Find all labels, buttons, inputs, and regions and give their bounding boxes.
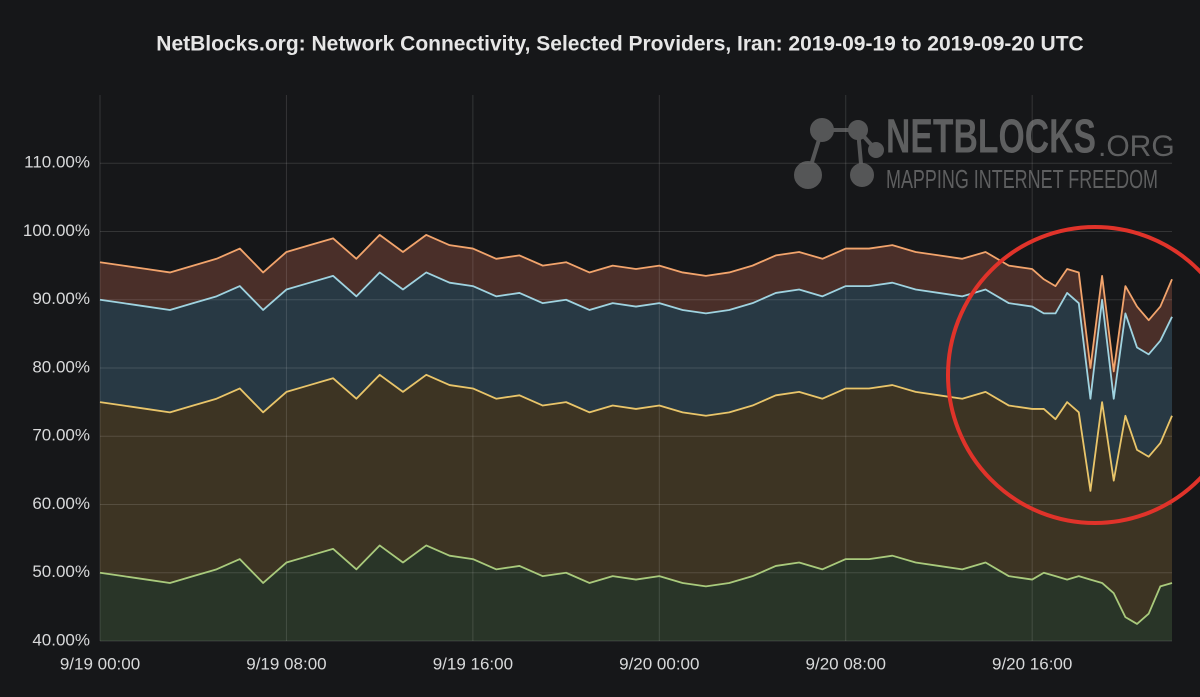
y-tick-label: 110.00% xyxy=(24,153,90,172)
y-tick-label: 50.00% xyxy=(32,562,90,581)
y-tick-label: 90.00% xyxy=(32,289,90,308)
line xyxy=(99,373,1173,492)
area xyxy=(100,545,1172,641)
x-tick-label: 9/20 16:00 xyxy=(992,654,1072,673)
watermark: NETBLOCKS .ORG MAPPING INTERNET FREEDOM xyxy=(794,111,1175,194)
x-tick-label: 9/20 08:00 xyxy=(806,654,886,673)
y-tick-label: 70.00% xyxy=(32,426,90,445)
watermark-tagline: MAPPING INTERNET FREEDOM xyxy=(886,164,1158,194)
x-tick-label: 9/19 00:00 xyxy=(60,654,140,673)
highlight-circle xyxy=(946,225,1200,525)
line xyxy=(99,234,1173,373)
x-tick-label: 9/19 16:00 xyxy=(433,654,513,673)
watermark-brand: NETBLOCKS xyxy=(886,111,1096,164)
x-tick-label: 9/19 08:00 xyxy=(246,654,326,673)
x-tick-label: 9/20 00:00 xyxy=(619,654,699,673)
y-tick-label: 80.00% xyxy=(32,357,90,376)
line xyxy=(99,544,1173,625)
watermark-logo xyxy=(794,118,884,189)
line xyxy=(99,271,1173,400)
y-tick-label: 40.00% xyxy=(32,630,90,649)
watermark-suffix: .ORG xyxy=(1098,130,1175,163)
chart-title: NetBlocks.org: Network Connectivity, Sel… xyxy=(156,33,1083,56)
y-tick-label: 100.00% xyxy=(23,221,90,240)
plot: 40.00% 50.00% 60.00% 70.00% 80.00% 90.00% 100.… xyxy=(23,95,1173,673)
y-tick-label: 60.00% xyxy=(32,494,90,513)
